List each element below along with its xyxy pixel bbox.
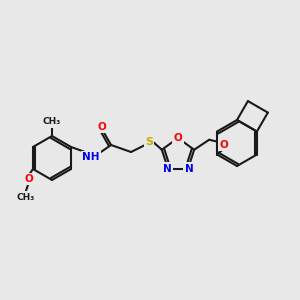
Text: CH₃: CH₃ [43, 118, 61, 127]
Text: N: N [163, 164, 171, 174]
Text: O: O [25, 174, 33, 184]
Text: S: S [145, 137, 153, 147]
Text: O: O [98, 122, 106, 132]
Text: NH: NH [82, 152, 100, 162]
Text: O: O [220, 140, 229, 150]
Text: N: N [184, 164, 194, 174]
Text: O: O [174, 133, 182, 143]
Text: CH₃: CH₃ [17, 193, 35, 202]
